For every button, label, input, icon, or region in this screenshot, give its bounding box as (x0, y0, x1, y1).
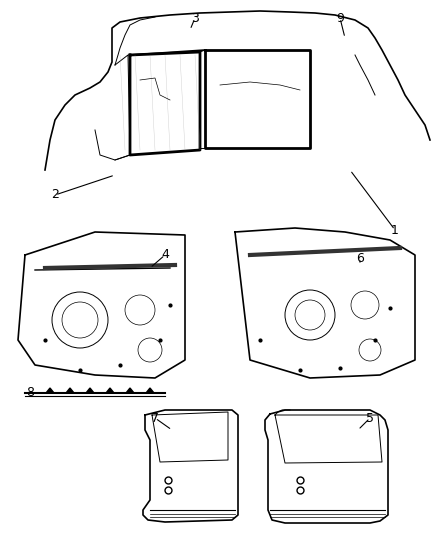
Text: 9: 9 (336, 12, 344, 25)
Polygon shape (86, 388, 94, 393)
Text: 5: 5 (366, 411, 374, 424)
Text: 8: 8 (26, 386, 34, 400)
Text: 2: 2 (51, 189, 59, 201)
Text: 7: 7 (151, 411, 159, 424)
Polygon shape (46, 388, 54, 393)
Polygon shape (106, 388, 114, 393)
Text: 3: 3 (191, 12, 199, 25)
Polygon shape (126, 388, 134, 393)
Text: 4: 4 (161, 248, 169, 262)
Text: 1: 1 (391, 223, 399, 237)
Polygon shape (146, 388, 154, 393)
Polygon shape (66, 388, 74, 393)
Text: 6: 6 (356, 252, 364, 264)
